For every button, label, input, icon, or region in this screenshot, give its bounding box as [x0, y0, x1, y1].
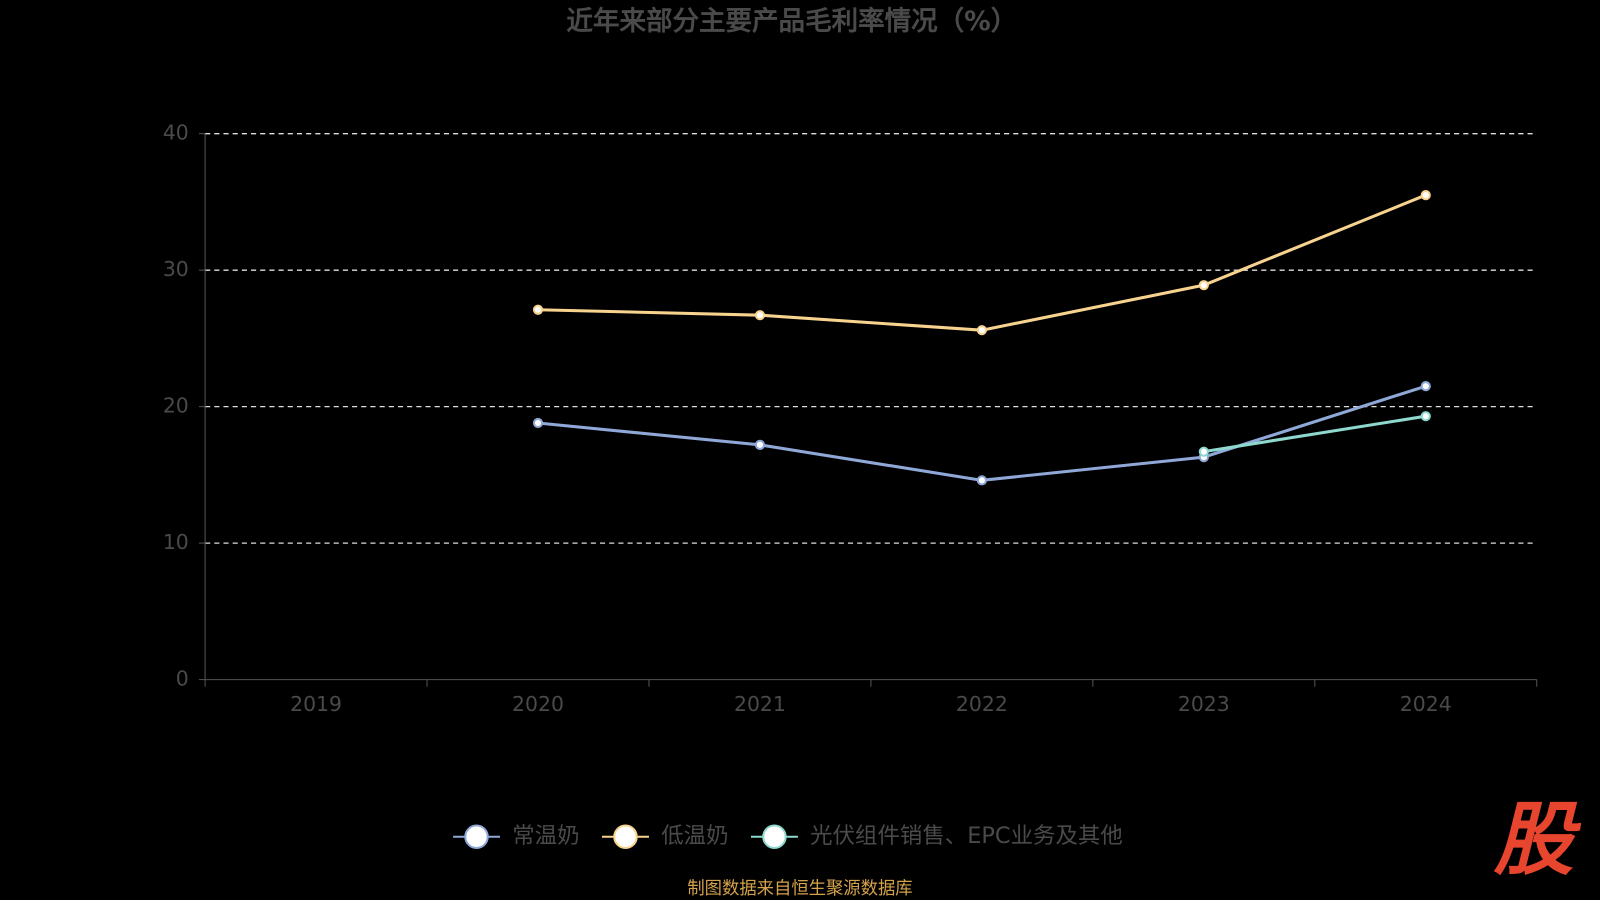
legend-label: 光伏组件销售、EPC业务及其他: [810, 823, 1123, 849]
source-note: 制图数据来自恒生聚源数据库: [687, 879, 912, 899]
legend-label: 常温奶: [512, 823, 579, 849]
data-point: [1420, 381, 1431, 392]
x-tick-label: 2020: [512, 692, 564, 716]
legend-marker: [762, 824, 787, 849]
data-point: [1420, 189, 1431, 201]
legend-label: 低温奶: [661, 823, 728, 849]
data-point: [976, 325, 987, 336]
y-tick-label: 30: [163, 257, 189, 281]
data-point: [1420, 411, 1431, 422]
data-point: [532, 304, 544, 315]
legend-marker: [613, 824, 638, 849]
y-tick-label: 10: [163, 530, 189, 554]
data-point: [1198, 446, 1209, 457]
x-tick-label: 2021: [734, 692, 786, 716]
x-tick-label: 2023: [1178, 692, 1230, 716]
series-line: [1203, 414, 1427, 454]
series-line: [537, 384, 1427, 482]
data-point: [1198, 280, 1209, 291]
data-point: [976, 475, 987, 486]
y-tick-label: 0: [176, 667, 189, 691]
x-tick-label: 2024: [1400, 692, 1452, 716]
logo: 股: [1493, 793, 1582, 886]
chart-title: 近年来部分主要产品毛利率情况（%）: [566, 6, 1017, 37]
data-point: [754, 310, 766, 321]
series-line: [537, 193, 1427, 332]
x-tick-label: 2022: [956, 692, 1008, 716]
x-tick-label: 2019: [290, 692, 342, 716]
data-point: [532, 417, 544, 429]
legend-marker: [464, 824, 489, 849]
data-point: [754, 439, 766, 450]
y-tick-label: 40: [163, 121, 189, 145]
y-tick-label: 20: [163, 394, 189, 418]
